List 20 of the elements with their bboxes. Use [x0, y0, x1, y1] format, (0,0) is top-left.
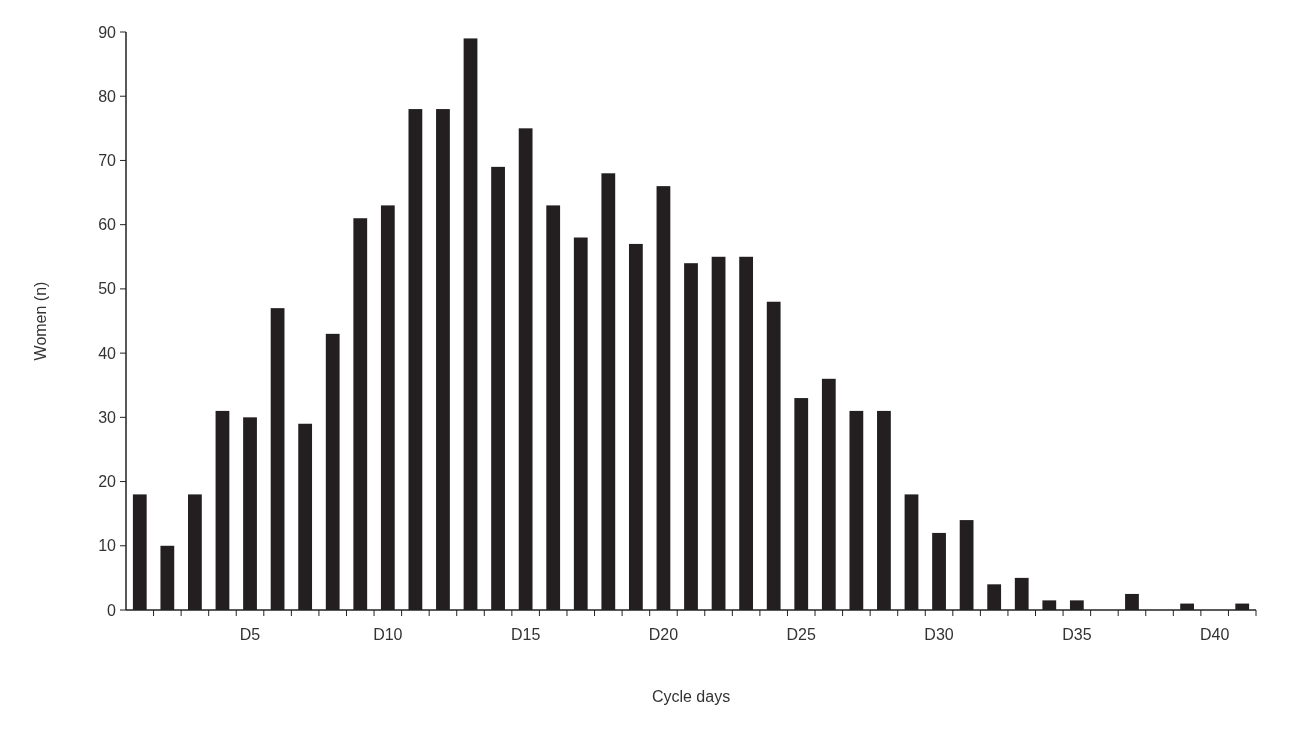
- y-tick-label: 40: [98, 344, 117, 362]
- y-tick-label: 80: [98, 87, 117, 105]
- y-tick-label: 90: [98, 23, 117, 41]
- x-tick-label: D30: [924, 626, 954, 643]
- x-tick-label: D15: [510, 626, 541, 643]
- x-tick-label: D10: [373, 626, 403, 643]
- x-tick-label: D40: [1199, 626, 1230, 643]
- y-axis-title: Women (n): [32, 281, 49, 361]
- y-tick-label: 0: [107, 601, 117, 619]
- y-tick-label: 70: [98, 152, 117, 170]
- y-tick-label: 20: [98, 473, 117, 491]
- x-axis-title: Cycle days: [651, 688, 731, 705]
- x-tick-label: D5: [239, 626, 261, 643]
- y-tick-label: 10: [98, 537, 117, 555]
- x-tick-label: D20: [648, 626, 679, 643]
- y-tick-label: 60: [98, 216, 117, 234]
- y-tick-label: 30: [98, 408, 117, 426]
- x-tick-label: D35: [1062, 626, 1092, 643]
- x-tick-label: D25: [786, 626, 817, 643]
- y-tick-label: 50: [98, 280, 117, 298]
